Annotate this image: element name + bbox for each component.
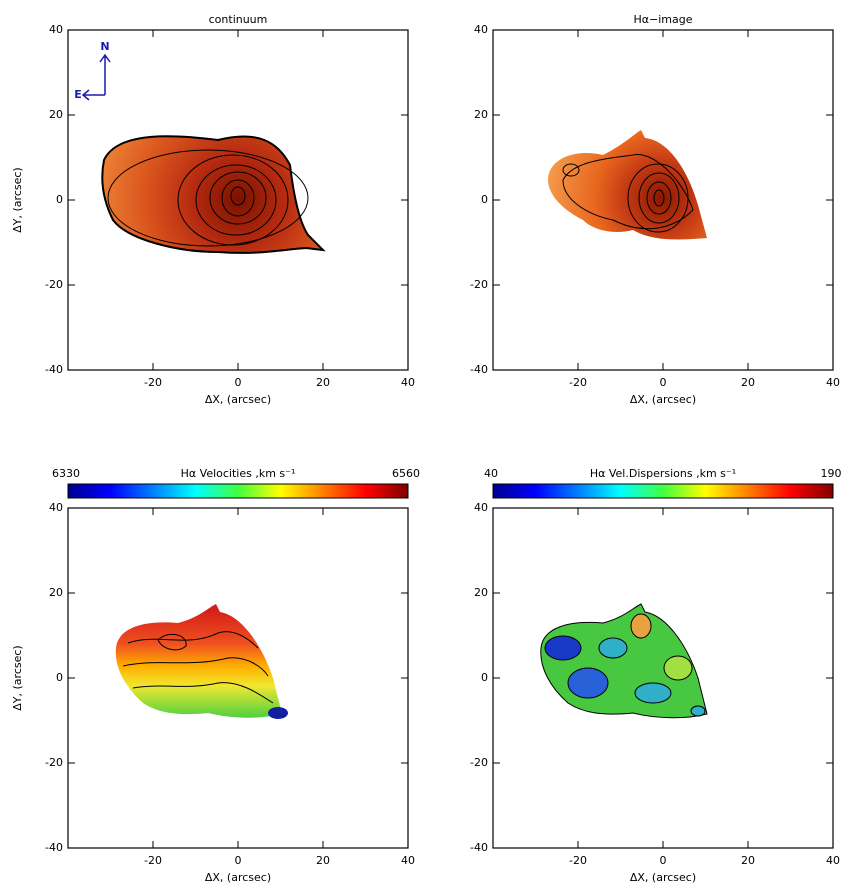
compass-east: E (74, 88, 82, 101)
panel-title: Hα Velocities ,km s⁻¹ (181, 467, 296, 480)
y-axis-label: ΔY, (arcsec) (11, 167, 24, 232)
x-tick-label: -20 (569, 854, 587, 867)
x-axis-label: ΔX, (arcsec) (630, 871, 696, 884)
y-tick-label: -40 (470, 841, 488, 854)
x-tick-label: 20 (316, 376, 330, 389)
panel-title: continuum (209, 13, 268, 26)
x-tick-label: 0 (660, 854, 667, 867)
compass-arrows (81, 53, 111, 101)
y-tick-label: -20 (45, 278, 63, 291)
map (115, 603, 289, 720)
map-image (547, 129, 708, 241)
y-tick-label: -40 (45, 841, 63, 854)
y-tick-label: -40 (45, 363, 63, 376)
x-tick-label: -20 (569, 376, 587, 389)
y-axis-label: ΔY, (arcsec) (11, 645, 24, 710)
y-tick-label: 40 (474, 23, 488, 36)
map-image (540, 603, 708, 719)
y-tick-label: 40 (49, 501, 63, 514)
y-tick-label: 20 (49, 108, 63, 121)
x-tick-label: -20 (144, 376, 162, 389)
y-tick-label: 40 (474, 501, 488, 514)
y-tick-label: -20 (470, 278, 488, 291)
x-tick-label: 0 (660, 376, 667, 389)
x-tick-label: 20 (741, 376, 755, 389)
x-tick-label: 40 (401, 376, 415, 389)
panel-title: Hα−image (633, 13, 692, 26)
x-tick-label: 40 (826, 854, 840, 867)
map (540, 603, 708, 719)
y-tick-label: -40 (470, 363, 488, 376)
y-tick-label: 20 (49, 586, 63, 599)
y-tick-label: -20 (470, 756, 488, 769)
x-axis-label: ΔX, (arcsec) (205, 393, 271, 406)
colorbar (492, 483, 834, 499)
x-axis-label: ΔX, (arcsec) (205, 871, 271, 884)
x-tick-label: 0 (235, 376, 242, 389)
colorbar-min-label: 6330 (52, 467, 80, 480)
y-tick-label: 0 (56, 193, 63, 206)
y-tick-label: 20 (474, 586, 488, 599)
compass-north: N (100, 40, 109, 53)
y-tick-label: 40 (49, 23, 63, 36)
map (547, 129, 708, 241)
colorbar-min-label: 40 (484, 467, 498, 480)
x-tick-label: 40 (401, 854, 415, 867)
x-tick-label: 20 (316, 854, 330, 867)
map (101, 135, 325, 254)
y-tick-label: 0 (481, 671, 488, 684)
x-axis-label: ΔX, (arcsec) (630, 393, 696, 406)
x-tick-label: 0 (235, 854, 242, 867)
map-image (101, 135, 325, 254)
x-tick-label: 40 (826, 376, 840, 389)
x-tick-label: -20 (144, 854, 162, 867)
y-tick-label: 20 (474, 108, 488, 121)
panel-title: Hα Vel.Dispersions ,km s⁻¹ (590, 467, 736, 480)
x-tick-label: 20 (741, 854, 755, 867)
colorbar (67, 483, 409, 499)
y-tick-label: -20 (45, 756, 63, 769)
map-image (115, 603, 289, 720)
y-tick-label: 0 (481, 193, 488, 206)
colorbar-max-label: 190 (821, 467, 842, 480)
y-tick-label: 0 (56, 671, 63, 684)
colorbar-max-label: 6560 (392, 467, 420, 480)
